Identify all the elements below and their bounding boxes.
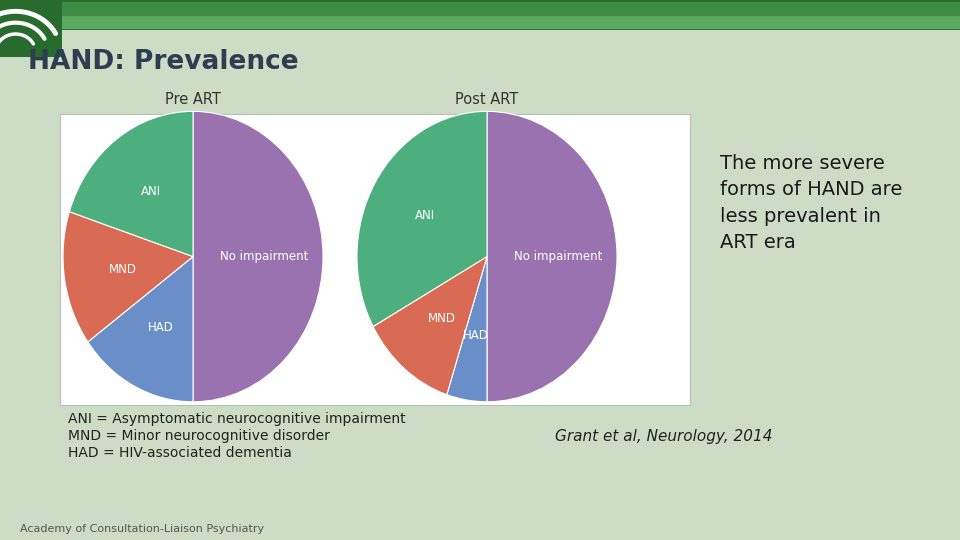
Wedge shape [357, 111, 487, 327]
Text: ANI: ANI [416, 210, 436, 222]
Text: HAD: HAD [148, 321, 174, 334]
Text: Pre ART: Pre ART [165, 92, 221, 107]
Text: MND: MND [108, 262, 136, 275]
Wedge shape [193, 111, 323, 402]
Text: MND: MND [427, 312, 455, 325]
Text: HAD = HIV-associated dementia: HAD = HIV-associated dementia [68, 446, 292, 460]
FancyBboxPatch shape [60, 114, 690, 405]
Text: MND = Minor neurocognitive disorder: MND = Minor neurocognitive disorder [68, 429, 330, 443]
Text: HAD: HAD [463, 329, 489, 342]
Text: less prevalent in: less prevalent in [720, 206, 881, 226]
Bar [38, 16, 960, 28]
Text: ANI: ANI [141, 185, 161, 199]
Wedge shape [446, 256, 487, 402]
Bar [38, 2, 960, 15]
Text: Post ART: Post ART [455, 92, 518, 107]
Wedge shape [63, 212, 193, 342]
Text: The more severe: The more severe [720, 154, 885, 173]
Text: HAND: Prevalence: HAND: Prevalence [28, 49, 299, 75]
Text: ART era: ART era [720, 233, 796, 252]
Wedge shape [487, 111, 617, 402]
Text: Academy of Consultation-Liaison Psychiatry: Academy of Consultation-Liaison Psychiat… [20, 524, 264, 534]
Wedge shape [69, 111, 193, 256]
Text: ANI = Asymptomatic neurocognitive impairment: ANI = Asymptomatic neurocognitive impair… [68, 412, 406, 426]
Wedge shape [87, 256, 193, 402]
Text: No impairment: No impairment [220, 250, 309, 263]
Text: forms of HAND are: forms of HAND are [720, 180, 902, 199]
Text: Grant et al, Neurology, 2014: Grant et al, Neurology, 2014 [555, 429, 773, 444]
Wedge shape [373, 256, 487, 395]
Text: No impairment: No impairment [515, 250, 603, 263]
